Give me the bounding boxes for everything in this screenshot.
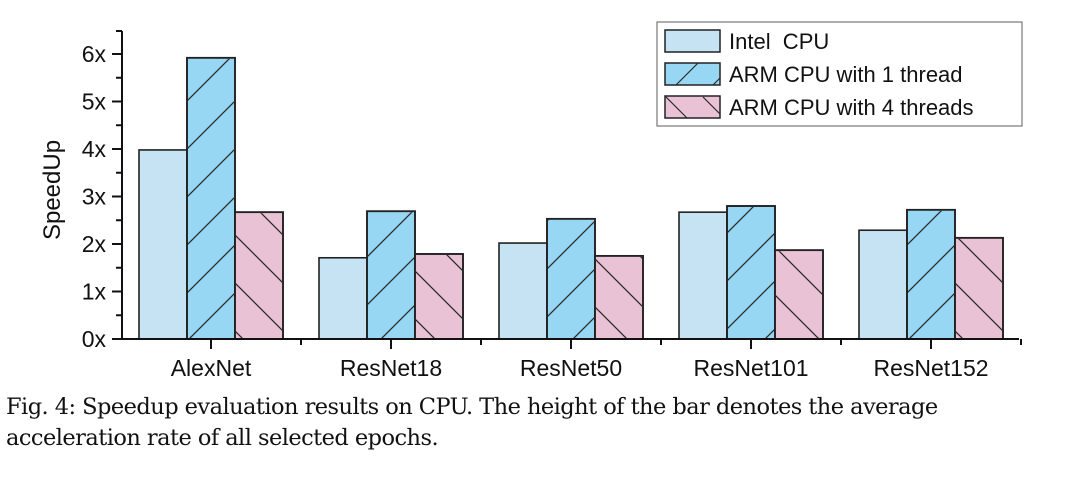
legend-swatch-intel-cpu — [664, 29, 721, 53]
bar-resnet101-arm-cpu-with-4-threads-hatch — [776, 251, 822, 338]
bar-resnet50-arm-cpu-with-1-thread-hatch — [548, 219, 594, 338]
bar-resnet50-arm-cpu-with-4-threads-hatch — [596, 256, 642, 338]
legend-swatch-arm-4-threads — [664, 95, 721, 119]
x-tick-label-resnet50: ResNet50 — [520, 355, 622, 381]
bar-alexnet-intel-cpu — [138, 149, 188, 340]
x-ticks: AlexNet ResNet18 ResNet50 ResNet101 ResNet15… — [171, 339, 1022, 381]
y-tick-label: 6x — [82, 41, 107, 67]
y-tick-label: 0x — [82, 326, 107, 352]
bar-resnet101-intel-cpu — [678, 211, 728, 340]
caption-text: Speedup evaluation results on CPU. The h… — [6, 394, 938, 451]
legend-label-arm-4-threads: ARM CPU with 4 threads — [729, 95, 974, 120]
bar-alexnet-arm-cpu-with-1-thread-hatch — [188, 58, 234, 339]
y-axis-title: SpeedUp — [39, 140, 66, 240]
x-tick-label-alexnet: AlexNet — [171, 355, 252, 381]
y-tick-label: 1x — [82, 279, 107, 305]
bar-resnet18-arm-cpu-with-1-thread-hatch — [368, 212, 414, 338]
x-tick-label-resnet101: ResNet101 — [693, 355, 808, 381]
bar-resnet18-arm-cpu-with-4-threads-hatch — [416, 254, 462, 338]
speedup-chart: 0x 1x 2x 3x 4x 5x 6x AlexNet ResNet18 ResNet50 Re… — [39, 21, 1023, 381]
y-tick-label: 4x — [82, 136, 107, 162]
y-tick-label: 3x — [82, 184, 107, 210]
bar-resnet50-intel-cpu — [498, 242, 548, 340]
legend-hatch-backward — [665, 96, 721, 119]
legend-label-intel-cpu: Intel CPU — [729, 29, 829, 54]
bar-resnet152-intel-cpu — [858, 229, 908, 340]
legend-hatch-forward — [675, 62, 721, 86]
legend-label-arm-1-thread: ARM CPU with 1 thread — [729, 62, 963, 87]
legend-swatch-arm-1-thread — [664, 62, 721, 86]
y-tick-label: 2x — [82, 231, 107, 257]
legend: Intel CPU ARM CPU with 1 thread ARM CPU … — [656, 21, 1023, 127]
bar-resnet152-arm-cpu-with-4-threads-hatch — [956, 238, 1002, 338]
axes-layer — [120, 31, 1019, 340]
y-ticks: 0x 1x 2x 3x 4x 5x 6x — [82, 30, 122, 352]
bars-layer — [138, 56, 1004, 340]
figure-caption: Fig. 4: Speedup evaluation results on CP… — [6, 392, 1076, 454]
x-tick-label-resnet18: ResNet18 — [340, 355, 442, 381]
y-tick-label: 5x — [82, 89, 107, 115]
x-tick-label-resnet152: ResNet152 — [873, 355, 988, 381]
bar-resnet101-arm-cpu-with-1-thread-hatch — [728, 207, 774, 338]
bar-resnet18-intel-cpu — [318, 256, 368, 340]
caption-label: Fig. 4: — [6, 394, 76, 420]
bar-resnet152-arm-cpu-with-1-thread-hatch — [908, 210, 954, 338]
bar-alexnet-arm-cpu-with-4-threads-hatch — [236, 213, 282, 338]
